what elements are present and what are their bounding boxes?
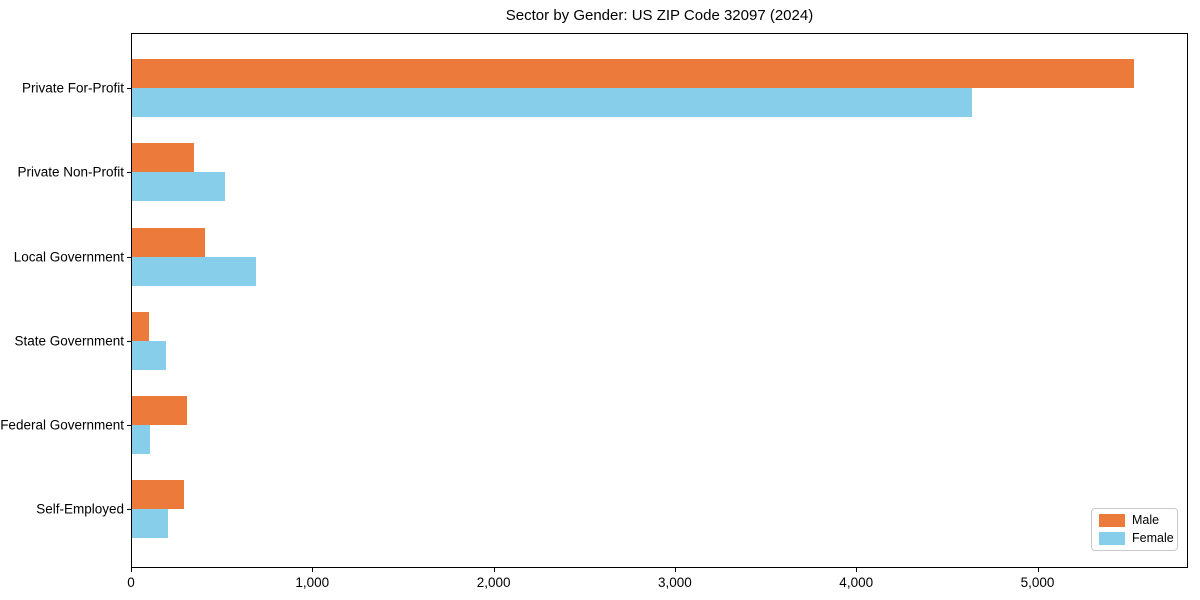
x-tick-label: 3,000 bbox=[658, 575, 692, 590]
bar-male bbox=[132, 396, 188, 426]
legend: Male Female bbox=[1091, 508, 1178, 551]
y-axis-tick bbox=[127, 509, 131, 511]
bar-male bbox=[132, 480, 185, 510]
bar-female bbox=[132, 172, 226, 202]
y-tick-label: Private Non-Profit bbox=[17, 164, 124, 180]
x-tick-label: 5,000 bbox=[1020, 575, 1055, 590]
bar-female bbox=[132, 509, 169, 539]
bar-male bbox=[132, 311, 150, 341]
x-tick-label: 4,000 bbox=[839, 575, 874, 590]
x-axis-tick bbox=[856, 568, 858, 572]
y-tick-label: Self-Employed bbox=[36, 501, 124, 517]
x-axis-tick bbox=[131, 568, 132, 572]
bar-female bbox=[132, 88, 973, 117]
bar-female bbox=[132, 340, 167, 370]
bar-female bbox=[132, 256, 257, 286]
legend-swatch-male bbox=[1099, 514, 1125, 527]
x-axis-tick bbox=[493, 568, 495, 572]
x-axis-tick bbox=[1037, 568, 1039, 572]
y-axis-tick bbox=[127, 256, 131, 258]
bar-male bbox=[132, 143, 195, 173]
x-tick-label: 2,000 bbox=[476, 575, 511, 590]
y-axis-tick bbox=[127, 425, 131, 427]
y-axis-tick bbox=[127, 88, 131, 89]
legend-item-male: Male bbox=[1099, 514, 1170, 527]
legend-label: Male bbox=[1132, 513, 1160, 528]
x-tick-label: 0 bbox=[127, 575, 135, 590]
bar-male bbox=[132, 227, 206, 257]
y-tick-label: Local Government bbox=[13, 248, 124, 264]
legend-swatch-female bbox=[1099, 532, 1125, 545]
bar-female bbox=[132, 425, 151, 455]
y-axis-tick bbox=[127, 340, 131, 342]
chart-title: Sector by Gender: US ZIP Code 32097 (202… bbox=[505, 7, 814, 24]
x-axis-tick bbox=[674, 568, 676, 572]
x-tick-label: 1,000 bbox=[295, 575, 330, 590]
legend-label: Female bbox=[1132, 531, 1174, 546]
y-tick-label: State Government bbox=[14, 333, 124, 349]
legend-item-female: Female bbox=[1099, 532, 1174, 545]
x-axis-tick bbox=[312, 568, 314, 572]
y-tick-label: Federal Government bbox=[0, 417, 124, 433]
plot-area bbox=[131, 33, 1188, 568]
y-axis-tick bbox=[127, 172, 131, 174]
bar-male bbox=[132, 59, 1134, 88]
y-tick-label: Private For-Profit bbox=[21, 80, 124, 96]
